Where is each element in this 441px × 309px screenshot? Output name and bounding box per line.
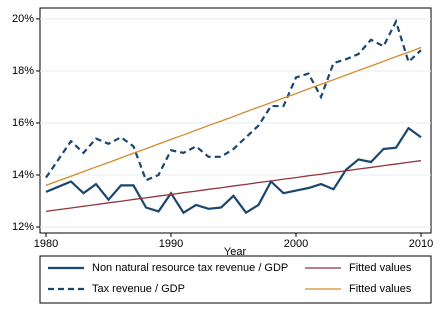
x-tick-label: 1980 <box>34 238 58 250</box>
series-line <box>45 46 422 187</box>
y-tick-label: 14% <box>12 169 34 181</box>
legend-label: Tax revenue / GDP <box>92 283 185 295</box>
y-tick-label: 18% <box>12 65 34 77</box>
y-tick-label: 16% <box>12 117 34 129</box>
legend-box <box>39 255 432 304</box>
legend-label: Non natural resource tax revenue / GDP <box>92 262 288 274</box>
y-tick-label: 20% <box>12 13 34 25</box>
series-line <box>45 18 422 182</box>
series-line <box>45 160 422 213</box>
legend-label: Fitted values <box>349 262 412 274</box>
x-axis-label: Year <box>224 246 247 258</box>
legend-label: Fitted values <box>349 283 412 295</box>
series-line <box>45 126 422 215</box>
x-tick-label: 2000 <box>284 238 308 250</box>
x-tick-label: 1990 <box>159 238 183 250</box>
x-tick-label: 2010 <box>409 238 433 250</box>
y-tick-label: 12% <box>12 221 34 233</box>
